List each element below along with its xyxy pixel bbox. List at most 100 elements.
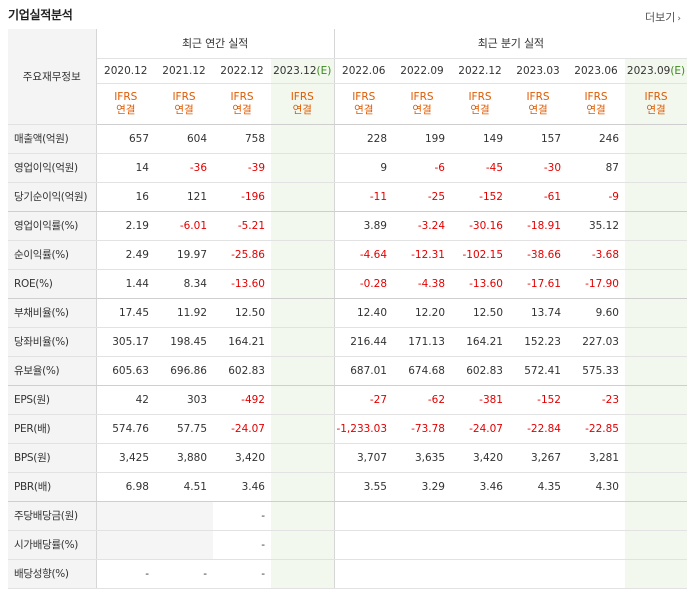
period-header: 2023.09(E) [625,58,688,84]
value-cell: 657 [96,124,155,154]
value-cell: 12.50 [451,298,509,328]
more-link[interactable]: 더보기 › [645,9,681,25]
value-cell: -18.91 [509,211,567,241]
row-header-label: 주요재무정보 [8,29,97,125]
value-cell [271,182,334,212]
metric-label: 당좌비율(%) [8,327,97,357]
value-cell: 17.45 [96,298,155,328]
value-cell [451,501,509,531]
period-header: 2022.12 [451,58,509,84]
value-cell: 674.68 [393,356,451,386]
value-cell: 758 [213,124,271,154]
value-cell [271,211,334,241]
value-cell [271,414,334,444]
period-label: 2023.12 [273,64,317,77]
metric-label: 주당배당금(원) [8,501,97,531]
value-cell: -30.16 [451,211,509,241]
ifrs-label: IFRS [410,90,434,103]
period-header: 2021.12 [155,58,213,84]
value-cell: -152 [451,182,509,212]
value-cell: -11 [333,182,393,212]
value-cell [625,414,688,444]
value-cell: - [213,501,271,531]
value-cell [625,443,688,473]
value-cell [625,240,688,270]
value-cell: 87 [567,153,625,183]
value-cell: 696.86 [155,356,213,386]
value-cell: -102.15 [451,240,509,270]
value-cell: 303 [155,385,213,415]
value-cell: 164.21 [451,327,509,357]
estimate-mark: (E) [670,64,686,77]
accounting-standard: IFRS 연결 [155,83,213,125]
period-label: 2023.03 [516,64,560,77]
value-cell [271,153,334,183]
table-row: 매출액(억원) 657 604 758 228 199 149 157 246 [8,124,688,154]
value-cell: -39 [213,153,271,183]
ifrs-label: IFRS [230,90,254,103]
table-row: 순이익률(%) 2.49 19.97 -25.86 -4.64 -12.31 -102.15… [8,240,688,270]
value-cell: 8.34 [155,269,213,299]
period-header: 2023.06 [567,58,625,84]
value-cell [271,501,334,531]
value-cell: -45 [451,153,509,183]
value-cell: -13.60 [451,269,509,299]
value-cell: 3.46 [213,472,271,502]
accounting-standard: IFRS 연결 [567,83,625,125]
value-cell: -36 [155,153,213,183]
value-cell: -24.07 [451,414,509,444]
value-cell: 4.51 [155,472,213,502]
value-cell: -61 [509,182,567,212]
period-header: 2020.12 [96,58,155,84]
period-header: 2023.12(E) [271,58,334,84]
metric-label: ROE(%) [8,269,97,299]
consolidated-label: 연결 [174,103,194,116]
value-cell: 1.44 [96,269,155,299]
value-cell [509,501,567,531]
value-cell [271,530,334,560]
value-cell [271,385,334,415]
value-cell [271,356,334,386]
metric-label: 순이익률(%) [8,240,97,270]
value-cell: 149 [451,124,509,154]
value-cell: 19.97 [155,240,213,270]
value-cell: 3,420 [213,443,271,473]
ifrs-label: IFRS [172,90,196,103]
period-header: 2022.06 [333,58,393,84]
value-cell [333,501,393,531]
value-cell: 3,267 [509,443,567,473]
value-cell: -17.61 [509,269,567,299]
value-cell: -6 [393,153,451,183]
value-cell: 9.60 [567,298,625,328]
value-cell: -25 [393,182,451,212]
metric-label: 당기순이익(억원) [8,182,97,212]
value-cell: 3,707 [333,443,393,473]
period-label: 2022.12 [220,64,264,77]
value-cell: -38.66 [509,240,567,270]
metric-label: BPS(원) [8,443,97,473]
value-cell [451,530,509,560]
value-cell [271,298,334,328]
table-row: 당기순이익(억원) 16 121 -196 -11 -25 -152 -61 -9 [8,182,688,212]
value-cell [155,501,213,531]
table-row: PBR(배) 6.98 4.51 3.46 3.55 3.29 3.46 4.35 4.30 [8,472,688,502]
value-cell [625,298,688,328]
value-cell: 605.63 [96,356,155,386]
ifrs-label: IFRS [352,90,376,103]
metric-label: PER(배) [8,414,97,444]
value-cell: 152.23 [509,327,567,357]
value-cell: 602.83 [213,356,271,386]
value-cell: 157 [509,124,567,154]
value-cell [96,501,155,531]
accounting-standard: IFRS 연결 [271,83,334,125]
value-cell: 3.55 [333,472,393,502]
value-cell: 687.01 [333,356,393,386]
value-cell: 2.49 [96,240,155,270]
consolidated-label: 연결 [232,103,252,116]
value-cell: 3,635 [393,443,451,473]
consolidated-label: 연결 [292,103,312,116]
value-cell [625,356,688,386]
value-cell: 305.17 [96,327,155,357]
value-cell: 4.35 [509,472,567,502]
value-cell: -3.68 [567,240,625,270]
